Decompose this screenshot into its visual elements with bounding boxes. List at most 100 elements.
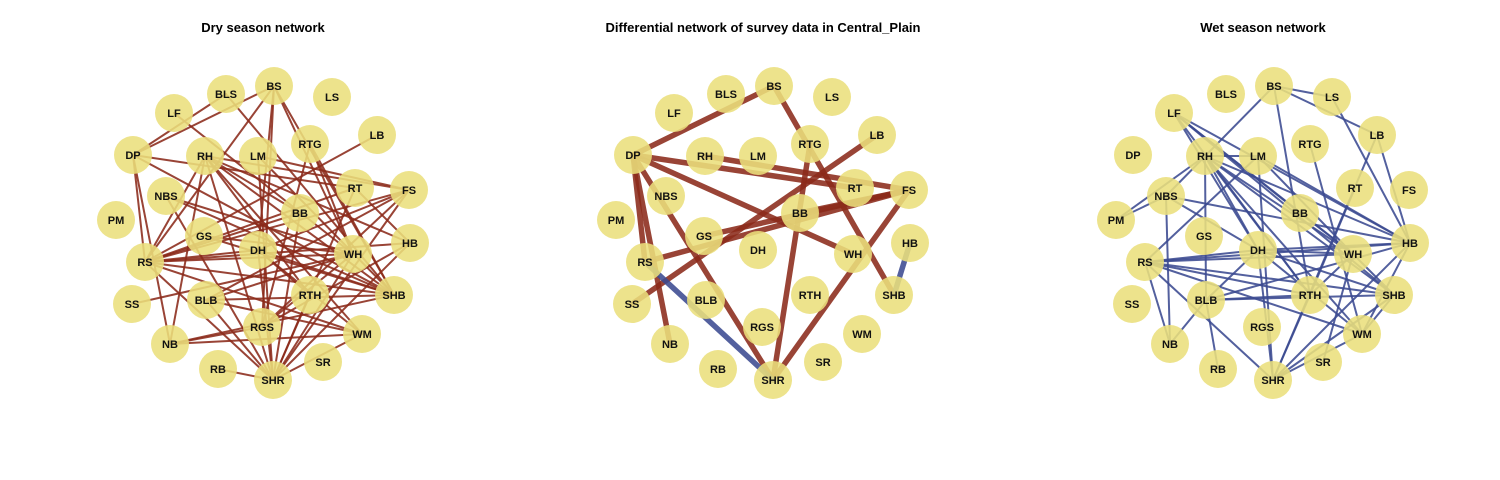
node-label: NBS [654,191,677,203]
node-label: FS [902,185,916,197]
node-circle [1254,361,1292,399]
edge-lm-hb [1257,155,1411,244]
panel-title: Dry season network [201,20,325,35]
node-label: SHB [1382,290,1405,302]
node-circle [187,281,225,319]
node-rb: RB [199,350,237,388]
node-circle [391,224,429,262]
node-label: HB [1402,238,1418,250]
node-circle [613,285,651,323]
edge-fs-shr [770,187,912,383]
node-ss: SS [113,285,151,323]
node-bb: BB [781,194,819,232]
node-circle [1239,137,1277,175]
edge-bb-shr [272,212,301,381]
node-label: WM [1352,329,1372,341]
node-hb: HB [891,224,929,262]
edge-lb-ss [629,132,880,307]
node-circle [875,276,913,314]
edge-rt-rs [144,187,356,263]
node-rs: RS [1126,243,1164,281]
node-circle [1375,276,1413,314]
node-circle [651,325,689,363]
node-gs: GS [685,217,723,255]
node-circle [1239,231,1277,269]
node-rgs: RGS [743,308,781,346]
network-panel-2: Differential network of survey data in C… [597,20,929,399]
node-label: LB [870,130,885,142]
node-ls: LS [813,78,851,116]
node-circle [890,171,928,209]
node-circle [1390,171,1428,209]
node-pm: PM [97,201,135,239]
node-circle [97,201,135,239]
node-circle [243,308,281,346]
node-lb: LB [858,116,896,154]
node-circle [804,343,842,381]
node-rt: RT [336,169,374,207]
node-label: SHR [761,375,784,387]
node-fs: FS [890,171,928,209]
node-blb: BLB [187,281,225,319]
node-circle [891,224,929,262]
node-label: LS [825,92,839,104]
node-nbs: NBS [147,177,185,215]
node-label: RB [1210,364,1226,376]
node-pm: PM [1097,201,1135,239]
node-label: SR [315,357,330,369]
node-circle [390,171,428,209]
node-wh: WH [834,235,872,273]
node-circle [1155,94,1193,132]
node-shb: SHB [875,276,913,314]
node-circle [1187,281,1225,319]
node-bls: BLS [207,75,245,113]
node-ss: SS [1113,285,1151,323]
node-label: SHB [882,290,905,302]
node-circle [1114,136,1152,174]
node-circle [343,315,381,353]
node-circle [304,343,342,381]
node-circle [281,194,319,232]
node-label: WH [344,249,362,261]
node-circle [1185,217,1223,255]
node-circle [687,281,725,319]
node-wh: WH [334,235,372,273]
node-label: FS [1402,185,1416,197]
node-label: NBS [154,191,177,203]
node-circle [647,177,685,215]
node-wm: WM [1343,315,1381,353]
node-label: LF [1167,108,1181,120]
node-label: SS [1125,299,1140,311]
edge-wh-ss [131,253,354,305]
network-panel-3: Wet season network BS BLS LS LF LB DP RH LM RTG RT… [1097,20,1429,399]
node-bls: BLS [1207,75,1245,113]
node-label: LM [250,151,266,163]
node-circle [1151,325,1189,363]
node-label: HB [902,238,918,250]
edge-shb-shr [1272,294,1395,381]
node-circle [1291,125,1329,163]
node-rb: RB [699,350,737,388]
node-label: WH [1344,249,1362,261]
node-rb: RB [1199,350,1237,388]
node-circle [1343,315,1381,353]
node-circle [791,125,829,163]
node-label: RTG [798,139,821,151]
edge-lf-bb [1173,112,1301,214]
node-label: BLB [195,295,218,307]
node-label: LB [370,130,385,142]
node-circle [255,67,293,105]
node-circle [754,361,792,399]
node-circle [739,137,777,175]
node-ls: LS [313,78,351,116]
node-label: RTG [1298,139,1321,151]
node-wh: WH [1334,235,1372,273]
edge-lm-rs [1144,155,1259,263]
node-label: BLB [1195,295,1218,307]
node-circle [1147,177,1185,215]
node-lb: LB [1358,116,1396,154]
node-label: BS [266,81,281,93]
node-circle [151,325,189,363]
node-circle [739,231,777,269]
edge-ls-hb [1331,96,1411,244]
